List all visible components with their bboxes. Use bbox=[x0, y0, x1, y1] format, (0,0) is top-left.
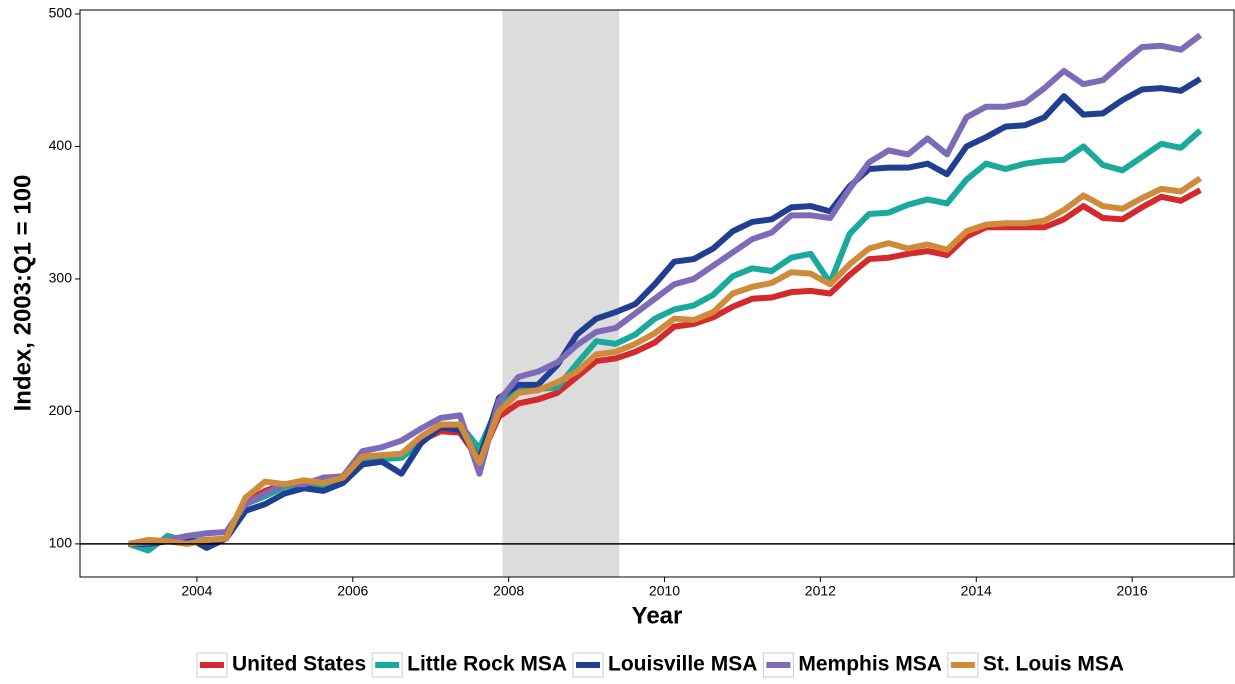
x-axis-title: Year bbox=[632, 602, 683, 629]
legend-label: Louisville MSA bbox=[608, 653, 757, 676]
y-tick-label: 100 bbox=[49, 535, 73, 551]
y-tick-label: 200 bbox=[49, 402, 73, 418]
x-tick-label: 2006 bbox=[337, 583, 368, 599]
x-tick-label: 2012 bbox=[805, 583, 836, 599]
legend-label: Little Rock MSA bbox=[407, 653, 567, 676]
series-line bbox=[128, 32, 1203, 547]
legend: United States Little Rock MSA Louisville M… bbox=[196, 652, 1124, 678]
y-tick-label: 300 bbox=[49, 270, 73, 286]
y-tick-label: 500 bbox=[49, 5, 73, 21]
y-tick-label: 400 bbox=[49, 137, 73, 153]
legend-label: Memphis MSA bbox=[798, 653, 942, 676]
plot-frame bbox=[79, 9, 1235, 578]
series-line bbox=[128, 76, 1202, 551]
legend-label: St. Louis MSA bbox=[983, 653, 1124, 676]
x-tick-label: 2008 bbox=[493, 583, 524, 599]
recession-shade bbox=[502, 10, 620, 577]
x-tick-label: 2014 bbox=[961, 583, 992, 599]
x-tick-label: 2004 bbox=[181, 583, 212, 599]
legend-label: United States bbox=[232, 653, 366, 676]
series-line bbox=[128, 175, 1203, 547]
x-tick-label: 2010 bbox=[649, 583, 680, 599]
series-line bbox=[127, 128, 1203, 554]
y-axis-title: Index, 2003:Q1 = 100 bbox=[9, 175, 36, 412]
x-tick-label: 2016 bbox=[1117, 583, 1148, 599]
